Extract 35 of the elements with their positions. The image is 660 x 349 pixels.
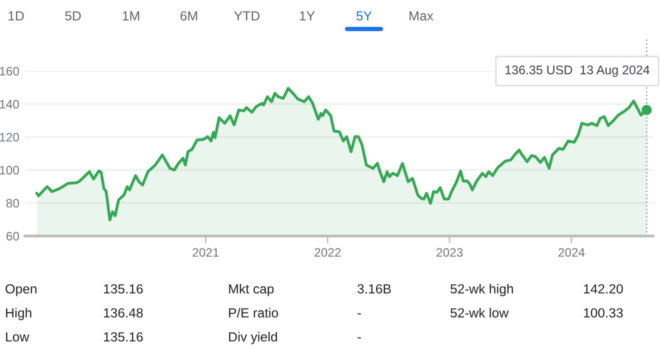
text: 135.16: [104, 332, 143, 342]
text: 3.16B: [358, 284, 391, 294]
x-tick-label: 2024: [558, 248, 585, 257]
text: 1D: [8, 11, 24, 20]
text: 52-wk high: [450, 284, 513, 296]
text: 1M: [122, 11, 140, 20]
text: 100.33: [584, 308, 623, 318]
text: Low: [6, 332, 30, 342]
text: 142.20: [584, 284, 623, 294]
x-tick-label: 2022: [314, 248, 341, 257]
y-tick-label: 80: [6, 198, 19, 208]
y-tick-label: 160: [0, 66, 19, 76]
text: 5D: [65, 11, 81, 21]
text: P/E ratio: [229, 308, 278, 318]
text: 1Y: [300, 11, 315, 20]
y-tick-label: 140: [0, 100, 19, 109]
text: 135.16: [104, 284, 143, 294]
text: 5Y: [356, 11, 372, 21]
text: -: [358, 313, 361, 314]
text: Mkt cap: [229, 284, 274, 296]
y-tick-label: 60: [6, 232, 19, 241]
text: -: [358, 337, 361, 338]
y-tick-label: 120: [0, 132, 19, 142]
text: YTD: [234, 11, 260, 20]
text: 136.48: [104, 308, 143, 318]
y-tick-label: 100: [0, 166, 19, 175]
x-tick-label: 2023: [436, 248, 463, 257]
text: Open: [6, 284, 36, 296]
text: Div yield: [229, 332, 278, 344]
x-tick-label: 2021: [192, 248, 219, 257]
text: Max: [410, 11, 434, 21]
annotation: 136.35 USD 13 Aug 2024: [506, 66, 650, 77]
text: High: [6, 308, 32, 320]
text: 6M: [180, 11, 198, 21]
text: 52-wk low: [450, 308, 509, 318]
